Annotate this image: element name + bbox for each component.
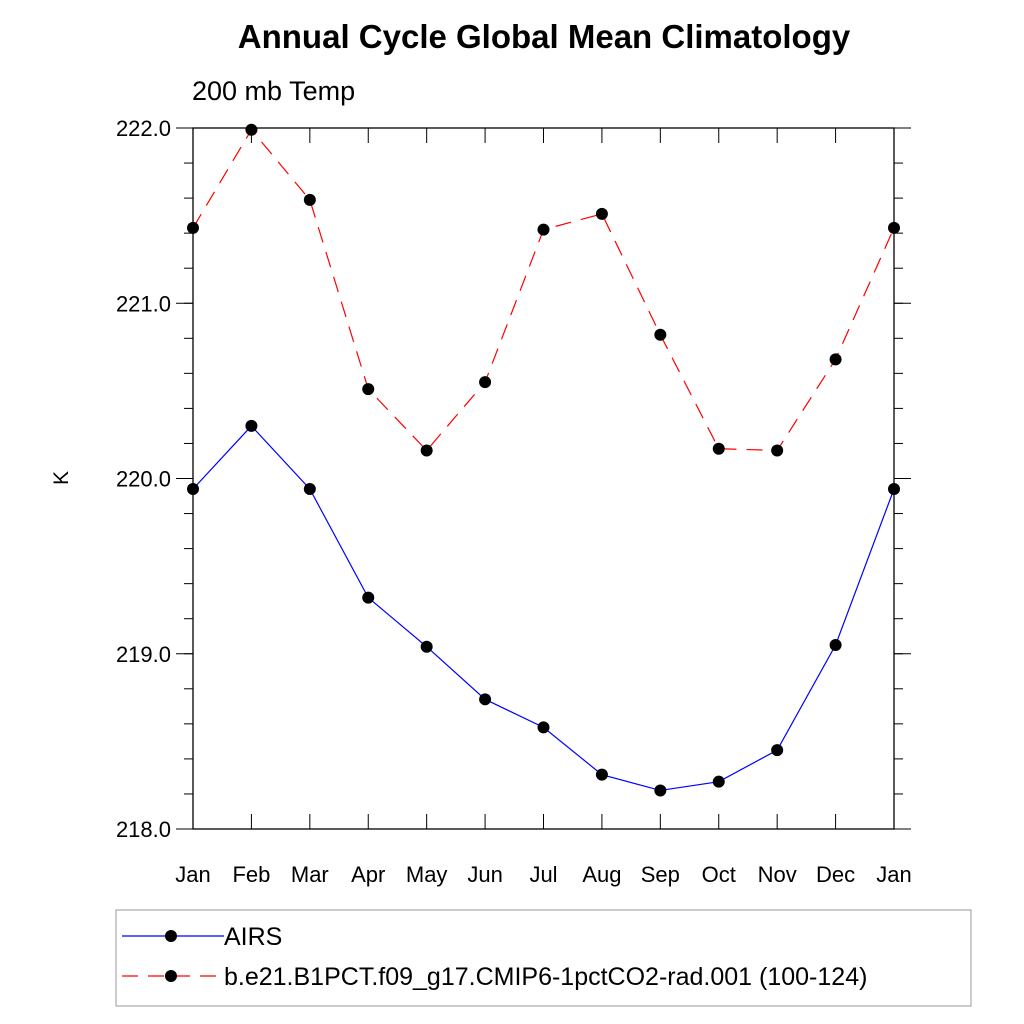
y-tick-label: 218.0 [116, 817, 171, 842]
x-tick-label: Feb [232, 862, 270, 887]
series-1-point [888, 221, 900, 234]
series-1-point [420, 444, 433, 457]
legend-label-model: b.e21.B1PCT.f09_g17.CMIP6-1pctCO2-rad.00… [224, 963, 867, 991]
y-tick-label: 222.0 [116, 116, 171, 141]
series-1-point [303, 193, 316, 206]
x-tick-label: Dec [816, 862, 855, 887]
series-0-point [187, 483, 199, 496]
series-0-point [829, 638, 842, 651]
x-tick-label: Jan [175, 862, 210, 887]
legend-label-airs: AIRS [224, 923, 282, 951]
series-1-point [245, 123, 258, 136]
series-1-point [712, 442, 725, 455]
series-0-point [537, 721, 550, 734]
series-0-point [888, 483, 900, 496]
series-1-point [537, 223, 550, 236]
series-0-point [303, 483, 316, 496]
y-tick-label: 221.0 [116, 291, 171, 316]
series-1-point [829, 353, 842, 366]
series-layer [187, 123, 900, 797]
series-0-point [654, 784, 667, 797]
x-tick-label: Oct [702, 862, 736, 887]
x-tick-label: Nov [758, 862, 797, 887]
x-tick-label: Aug [582, 862, 621, 887]
chart-title: Annual Cycle Global Mean Climatology [238, 18, 851, 55]
x-tick-label: Jan [876, 862, 911, 887]
series-1-point [479, 376, 492, 389]
x-tick-label: Jun [467, 862, 502, 887]
x-tick-label: Mar [291, 862, 329, 887]
legend-marker-airs [165, 930, 177, 942]
series-0-point [420, 640, 433, 653]
series-1-point [187, 221, 199, 234]
x-tick-label: Sep [641, 862, 680, 887]
series-line-1 [192, 128, 895, 452]
series-0-point [595, 768, 608, 781]
series-1-point [595, 207, 608, 220]
legend-marker-model [165, 970, 177, 982]
series-0-point [712, 775, 725, 788]
series-0-point [771, 744, 784, 757]
series-1-point [654, 328, 667, 341]
series-0-point [479, 693, 492, 706]
y-axis-label: K [50, 471, 73, 485]
legend: AIRS b.e21.B1PCT.f09_g17.CMIP6-1pctCO2-r… [115, 909, 972, 1007]
x-tick-label: Jul [529, 862, 557, 887]
series-line-0 [192, 425, 895, 792]
legend-box [115, 909, 972, 1007]
chart-subtitle: 200 mb Temp [192, 76, 355, 106]
series-1-point [771, 444, 784, 457]
x-tick-label: Apr [351, 862, 385, 887]
x-tick-label: May [406, 862, 448, 887]
series-0-point [245, 419, 258, 432]
series-0-point [362, 591, 375, 604]
series-1-point [362, 383, 375, 396]
y-tick-label: 219.0 [116, 642, 171, 667]
y-tick-label: 220.0 [116, 467, 171, 492]
plot-axes: Jan Feb Mar Apr May Jun Jul Aug Sep Oct Nov Dec Jan2… [116, 116, 912, 887]
